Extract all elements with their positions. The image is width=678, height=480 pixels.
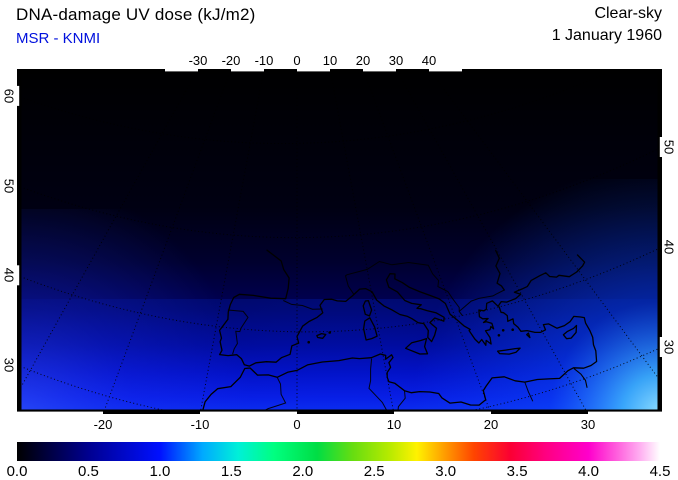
- bottom-axis-tick-label: -10: [190, 417, 210, 432]
- top-axis-tick-label: -20: [221, 53, 241, 68]
- coastline: [201, 306, 598, 414]
- map-frame: [17, 69, 662, 414]
- date-label: 1 January 1960: [551, 27, 662, 44]
- colorbar-axis: 0.0 0.5 1.0 1.5 2.0 2.5 3.0 3.5 4.0 4.5: [0, 463, 678, 480]
- right-axis-tick-label: 30: [661, 339, 677, 355]
- right-tick-band: [659, 137, 662, 157]
- top-axis-tick-label: -10: [254, 53, 274, 68]
- bottom-tick-band: [17, 411, 103, 414]
- small-island: [307, 340, 311, 344]
- country-border: [368, 358, 390, 414]
- island-coastline: [562, 324, 578, 340]
- country-border: [391, 261, 463, 316]
- top-axis-tick-label: -30: [188, 53, 208, 68]
- colorbar-tick-label: 4.0: [578, 463, 599, 480]
- colorbar-tick-label: 3.5: [506, 463, 528, 480]
- colorbar: [17, 442, 660, 461]
- small-island: [501, 329, 505, 332]
- sky-condition-label: Clear-sky: [594, 5, 662, 22]
- bottom-axis-tick-label: 20: [483, 417, 499, 432]
- colorbar-tick-label: 2.0: [292, 463, 314, 480]
- island-coastline: [526, 332, 531, 339]
- bottom-left-glow: [17, 209, 337, 414]
- meridian-gridline: [102, 69, 232, 414]
- data-source-label: MSR - KNMI: [16, 30, 101, 47]
- right-axis-tick-label: 50: [661, 139, 677, 155]
- bottom-tick-band: [588, 411, 662, 414]
- meridian-gridline: [362, 69, 492, 414]
- top-axis-tick-label: 0: [293, 53, 301, 68]
- bottom-axis-tick-label: 0: [293, 417, 301, 432]
- country-border: [524, 381, 534, 402]
- parallel-gridline: [17, 69, 618, 145]
- left-axis-tick-label: 30: [1, 357, 17, 373]
- small-island: [497, 334, 501, 337]
- bottom-tick-band: [200, 411, 297, 414]
- small-island: [511, 328, 514, 332]
- top-axis-tick-label: 30: [388, 53, 404, 68]
- top-tick-band: [231, 69, 264, 72]
- coastline: [218, 249, 586, 367]
- colorbar-tick-label: 4.5: [649, 463, 671, 480]
- island-coastline: [362, 317, 378, 341]
- bottom-tick-band: [394, 411, 491, 414]
- top-tick-band: [165, 69, 198, 72]
- river: [573, 368, 588, 388]
- colorbar-tick-label: 2.5: [363, 463, 385, 480]
- left-axis-tick-label: 50: [1, 178, 17, 193]
- left-axis-tick-label: 60: [1, 88, 17, 104]
- bottom-axis-tick-label: 10: [386, 417, 402, 432]
- colorbar-tick-label: 0.0: [6, 463, 28, 480]
- island-coastline: [316, 332, 327, 339]
- uv-dose-map: [17, 69, 662, 414]
- left-tick-band: [17, 85, 20, 106]
- page-title: DNA-damage UV dose (kJ/m2): [16, 5, 256, 24]
- bottom-axis-tick-label: 30: [580, 417, 596, 432]
- meridian-gridline: [199, 69, 265, 414]
- top-tick-band: [363, 69, 396, 72]
- right-tick-band: [659, 337, 662, 357]
- top-axis-tick-label: 10: [322, 53, 338, 68]
- left-axis-tick-label: 40: [1, 268, 17, 283]
- coastline: [495, 249, 505, 291]
- parallel-gridline: [17, 246, 662, 333]
- island-coastline: [404, 337, 429, 355]
- parallel-gridline: [17, 146, 662, 239]
- meridian-gridline: [329, 69, 395, 414]
- colorbar-tick-label: 3.0: [435, 463, 457, 480]
- country-border: [344, 260, 393, 295]
- top-axis-tick-label: 20: [355, 53, 371, 68]
- right-axis-tick-label: 40: [661, 239, 677, 255]
- island-coastline: [496, 347, 521, 355]
- island-coastline: [362, 300, 373, 317]
- colorbar-tick-label: 1.0: [149, 463, 171, 480]
- colorbar-tick-label: 0.5: [78, 463, 99, 480]
- country-border: [227, 309, 249, 355]
- parallel-gridline: [17, 346, 662, 414]
- top-tick-band: [297, 69, 330, 72]
- map-figure: [17, 69, 662, 414]
- left-tick-band: [17, 265, 20, 286]
- country-border: [283, 300, 323, 310]
- country-border: [458, 289, 505, 312]
- bottom-axis-tick-label: -20: [93, 417, 113, 432]
- small-island: [328, 331, 332, 334]
- bottom-right-glow: [342, 179, 662, 414]
- top-tick-band: [429, 69, 462, 72]
- top-axis-tick-label: 40: [421, 53, 437, 68]
- colorbar-tick-label: 1.5: [220, 463, 242, 480]
